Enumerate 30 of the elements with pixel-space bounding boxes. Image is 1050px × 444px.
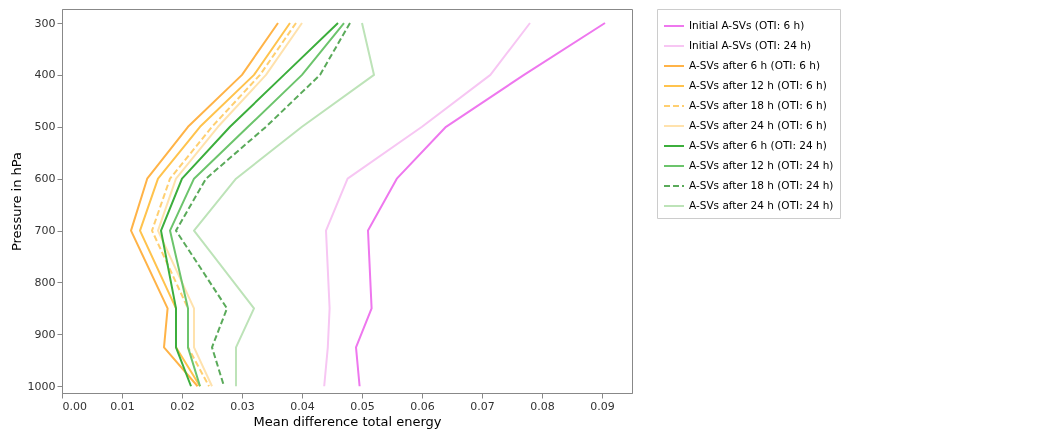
legend-label: A-SVs after 6 h (OTI: 6 h) [689, 59, 821, 71]
y-tick-label: 500 [34, 120, 56, 134]
legend-label: A-SVs after 6 h (OTI: 24 h) [689, 139, 827, 151]
x-tick-label: 0.06 [410, 399, 435, 413]
legend-label: A-SVs after 18 h (OTI: 6 h) [689, 99, 827, 111]
legend-label: A-SVs after 12 h (OTI: 24 h) [689, 159, 834, 171]
x-tick-label: 0.05 [350, 399, 375, 413]
y-axis-title: Pressure in hPa [8, 151, 24, 252]
x-tick-label: 0.01 [110, 399, 135, 413]
y-tick-label: 700 [34, 224, 56, 238]
legend-label: Initial A-SVs (OTI: 24 h) [689, 39, 811, 51]
x-tick-label: 0.04 [290, 399, 315, 413]
legend-label: A-SVs after 12 h (OTI: 6 h) [689, 79, 827, 91]
x-tick-label: 0.08 [530, 399, 555, 413]
y-tick-label: 300 [34, 16, 56, 30]
y-tick-label: 800 [34, 275, 56, 289]
x-axis-title: Mean difference total energy [253, 413, 442, 429]
legend-label: Initial A-SVs (OTI: 6 h) [689, 19, 805, 31]
x-tick-label: 0.09 [590, 399, 615, 413]
x-tick-label: 0.07 [470, 399, 495, 413]
y-tick-label: 600 [34, 172, 56, 186]
y-tick-label: 400 [34, 68, 56, 82]
x-tick-label: 0.03 [230, 399, 255, 413]
legend-label: A-SVs after 24 h (OTI: 6 h) [689, 119, 827, 131]
legend-label: A-SVs after 18 h (OTI: 24 h) [689, 179, 834, 191]
x-tick-label: 0.00 [62, 399, 87, 413]
y-tick-label: 1000 [27, 379, 56, 393]
y-tick-label: 900 [34, 327, 56, 341]
legend-label: A-SVs after 24 h (OTI: 24 h) [689, 199, 834, 211]
x-tick-label: 0.02 [170, 399, 195, 413]
